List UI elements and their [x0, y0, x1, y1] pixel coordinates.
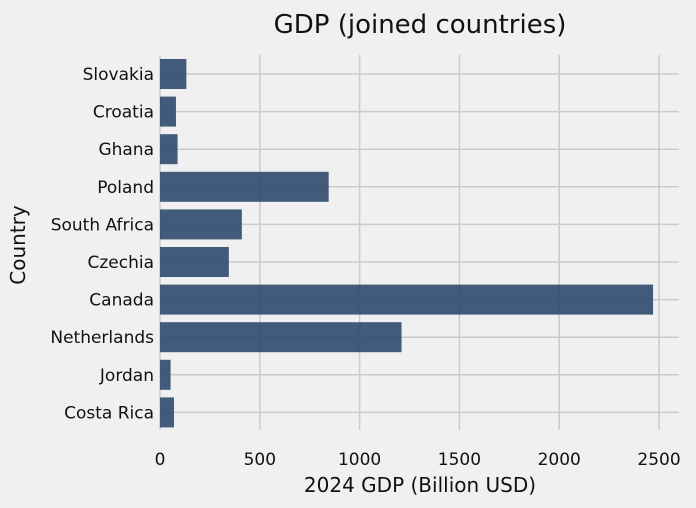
bar-netherlands — [160, 322, 402, 353]
y-tick-label: Jordan — [99, 366, 154, 386]
x-tick-label: 1500 — [438, 450, 481, 470]
x-tick-label: 2500 — [637, 450, 680, 470]
y-tick-label: Netherlands — [50, 328, 154, 348]
x-axis-label: 2024 GDP (Billion USD) — [304, 473, 536, 497]
x-tick-label: 500 — [244, 450, 276, 470]
bar-croatia — [160, 96, 176, 127]
bar-poland — [160, 171, 329, 202]
x-tick-label: 1000 — [338, 450, 381, 470]
grid-lines — [159, 55, 679, 430]
x-tick-label: 2000 — [538, 450, 581, 470]
y-tick-label: Slovakia — [83, 65, 154, 85]
y-axis-label: Country — [6, 205, 30, 285]
bar-czechia — [160, 247, 229, 277]
bar-south-africa — [160, 209, 242, 240]
bar-jordan — [160, 359, 171, 390]
y-tick-label: Ghana — [98, 140, 154, 160]
y-tick-label: Croatia — [93, 103, 154, 123]
y-tick-label: Poland — [97, 178, 154, 198]
bars — [160, 59, 654, 428]
y-tick-label: South Africa — [51, 215, 154, 235]
chart-title: GDP (joined countries) — [274, 10, 567, 40]
bar-costa-rica — [160, 397, 174, 428]
x-tick-labels: 0 500 1000 1500 2000 2500 — [155, 450, 681, 470]
y-tick-label: Canada — [89, 291, 154, 311]
bar-slovakia — [160, 59, 187, 89]
bar-ghana — [160, 134, 178, 165]
y-tick-label: Costa Rica — [64, 403, 154, 423]
y-tick-label: Czechia — [87, 253, 154, 273]
bar-canada — [160, 284, 654, 315]
x-tick-label: 0 — [155, 450, 166, 470]
y-tick-labels: Slovakia Croatia Ghana Poland South Africa Cz… — [50, 65, 154, 423]
